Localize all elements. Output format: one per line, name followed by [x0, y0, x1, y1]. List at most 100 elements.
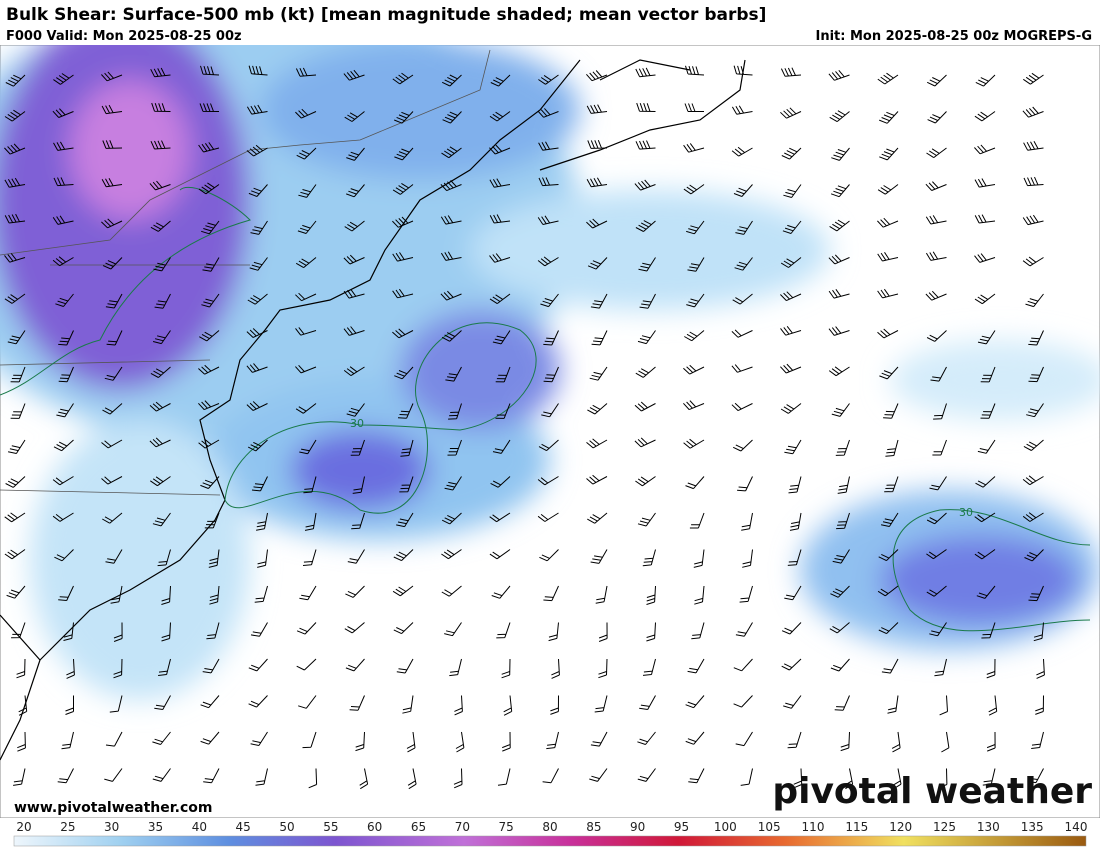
header-bg — [0, 0, 1100, 45]
wind-barb — [200, 695, 220, 709]
wind-barb — [158, 658, 171, 676]
wind-barb — [303, 476, 317, 494]
wind-barb — [642, 549, 656, 567]
wind-barb — [975, 74, 996, 87]
wind-barb — [694, 585, 705, 605]
wind-barb — [350, 439, 365, 456]
wind-barb — [198, 364, 220, 375]
wind-barb — [102, 403, 123, 415]
wind-barb — [733, 65, 753, 76]
wind-barb — [741, 512, 753, 531]
wind-barb — [933, 403, 947, 420]
wind-barb — [586, 438, 608, 449]
wind-barb — [793, 768, 803, 789]
wind-barb — [58, 366, 74, 383]
colorbar-tick-label: 105 — [758, 820, 781, 834]
colorbar-tick-label: 100 — [714, 820, 737, 834]
wind-barb — [113, 622, 123, 642]
wind-barb — [105, 293, 123, 309]
wind-barb — [594, 695, 608, 713]
wind-barb — [209, 585, 220, 605]
wind-barb — [733, 184, 753, 197]
wind-barb — [638, 257, 656, 272]
wind-barb — [198, 142, 220, 153]
wind-barb — [4, 109, 26, 122]
colorbar-tick-label: 20 — [16, 820, 31, 834]
wind-barb — [489, 512, 511, 523]
wind-barb — [394, 111, 414, 124]
wind-barb — [109, 695, 123, 713]
colorbar-tick-label: 135 — [1021, 820, 1044, 834]
wind-barb — [298, 184, 317, 198]
wind-barb — [543, 330, 559, 346]
colorbar-tick-label: 115 — [845, 820, 868, 834]
wind-barb — [53, 73, 74, 85]
colorbar-tick-label: 30 — [104, 820, 119, 834]
wind-barb — [926, 512, 947, 525]
wind-barb — [1023, 439, 1044, 451]
colorbar-tick-label: 65 — [411, 820, 426, 834]
wind-barb — [586, 218, 608, 229]
wind-barb — [295, 67, 317, 77]
colorbar-tick-label: 60 — [367, 820, 382, 834]
wind-barb — [308, 768, 318, 789]
wind-barb — [346, 403, 365, 417]
wind-barb — [247, 439, 268, 452]
wind-barb — [877, 288, 899, 299]
contour-label: 30 — [959, 506, 973, 519]
wind-barb — [780, 363, 802, 374]
wind-barb — [646, 622, 656, 642]
colorbar-tick-label: 85 — [586, 820, 601, 834]
wind-barb — [539, 549, 559, 562]
wind-barb — [789, 512, 802, 531]
wind-barb — [343, 366, 365, 377]
wind-barb — [52, 512, 74, 522]
wind-barb — [102, 257, 123, 270]
wind-barb — [200, 731, 220, 745]
wind-barb — [392, 288, 414, 299]
wind-barb — [879, 111, 899, 124]
contour-label: 30 — [350, 417, 364, 430]
wind-barb — [938, 768, 948, 789]
wind-barb — [206, 622, 220, 640]
wind-barb — [343, 69, 365, 81]
wind-barb — [52, 476, 74, 486]
wind-barb — [731, 364, 753, 373]
colorbar-tick-label: 75 — [499, 820, 514, 834]
wind-barb — [296, 658, 317, 671]
wind-barb — [1022, 256, 1044, 267]
wind-barb — [686, 293, 705, 308]
wind-barb — [113, 658, 123, 679]
wind-barb — [941, 731, 950, 753]
wind-barb — [934, 658, 947, 677]
wind-barb — [296, 622, 317, 635]
wind-barb — [881, 658, 899, 674]
wind-barb — [590, 549, 608, 564]
wind-barb — [53, 141, 74, 151]
wind-barb — [781, 622, 802, 635]
wind-barb — [441, 585, 462, 597]
wind-barb — [257, 549, 268, 568]
wind-barb — [16, 658, 26, 679]
wind-barb — [491, 585, 511, 599]
wind-barb — [150, 366, 171, 378]
wind-barb — [684, 330, 705, 342]
wind-barb — [105, 549, 123, 564]
shading — [0, 0, 1100, 700]
wind-barb — [780, 291, 802, 302]
wind-barb — [587, 257, 608, 270]
wind-barb — [1023, 140, 1044, 151]
wind-barb — [149, 401, 171, 412]
wind-barb — [634, 437, 656, 448]
wind-barb — [441, 512, 462, 525]
wind-barb — [250, 731, 268, 746]
wind-barb — [939, 695, 948, 716]
wind-barb — [441, 330, 462, 342]
wind-barb — [407, 768, 417, 790]
wind-barb — [249, 257, 268, 271]
wind-barb — [926, 549, 947, 560]
wind-barb — [1022, 214, 1044, 226]
wind-barb — [974, 253, 996, 263]
wind-barb — [248, 184, 268, 197]
wind-barb — [152, 768, 171, 782]
